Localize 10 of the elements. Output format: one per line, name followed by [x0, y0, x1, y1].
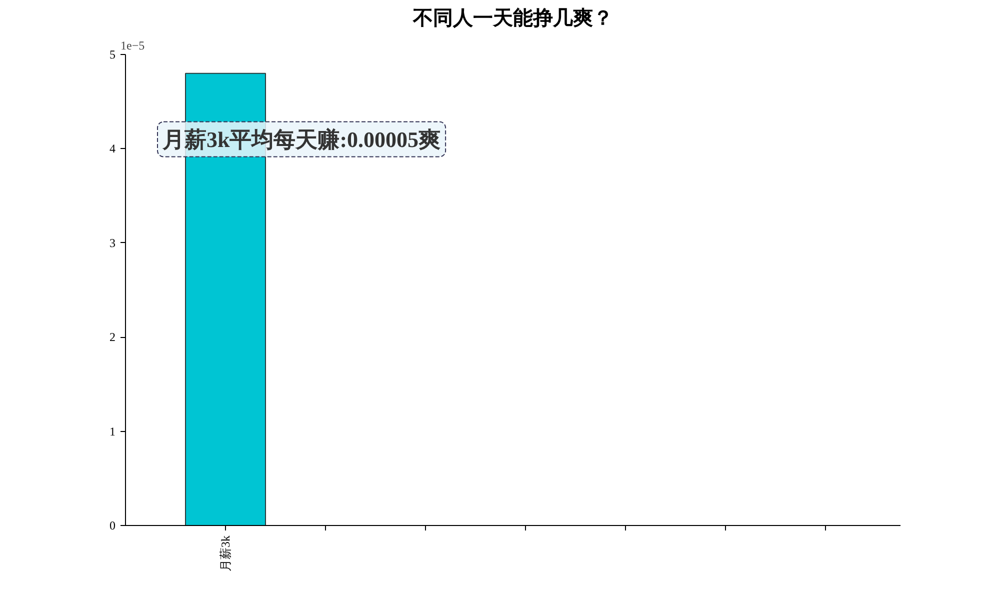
y-tick-label: 3: [110, 236, 116, 250]
chart-title: 不同人一天能挣几爽？: [412, 6, 613, 30]
text: 1e−5: [120, 38, 145, 52]
y-tick-label: 4: [110, 142, 116, 156]
y-tick-label: 0: [110, 518, 116, 532]
y-tick-label: 1: [110, 424, 116, 438]
annotation: 月薪3k平均每天赚:0.00005爽: [162, 126, 441, 152]
x-tick-label: 月薪3k: [218, 536, 232, 572]
y-tick-label: 2: [110, 330, 116, 344]
y-tick-label: 5: [110, 48, 116, 62]
